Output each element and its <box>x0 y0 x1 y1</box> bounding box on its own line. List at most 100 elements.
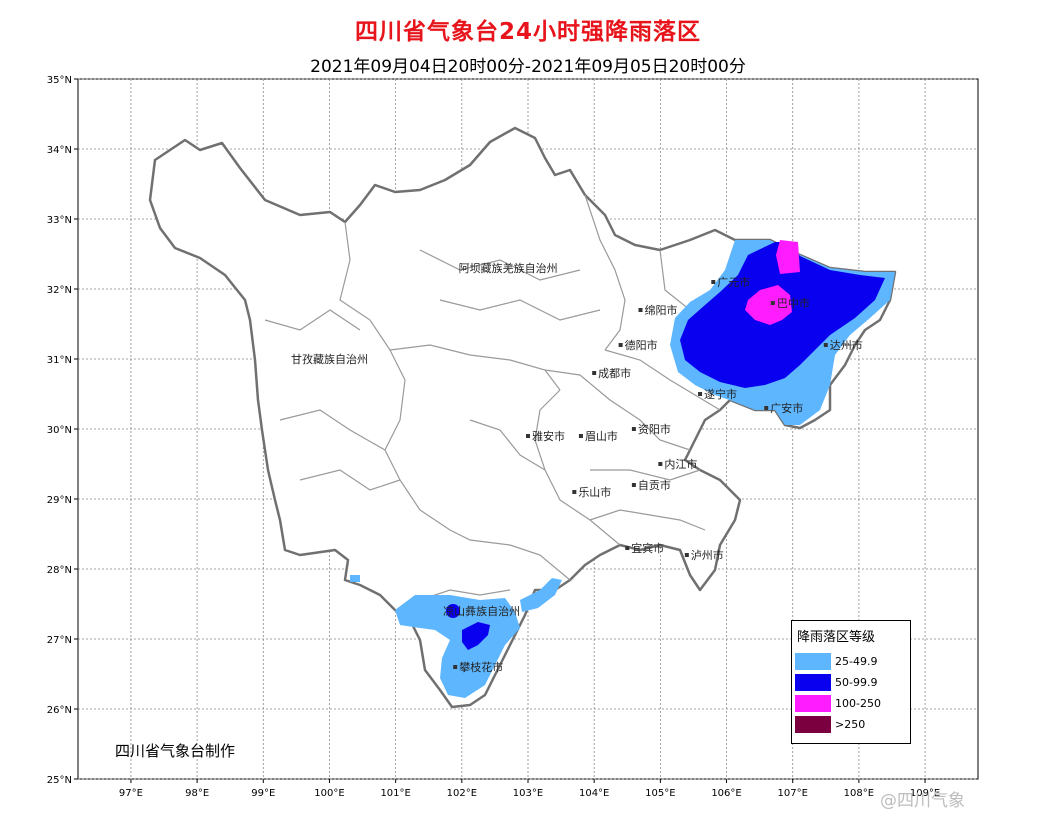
boundary-county-4 <box>439 299 601 321</box>
legend-swatch <box>795 653 831 670</box>
city-marker <box>631 483 636 487</box>
lon-tick-label: 101°E <box>380 788 410 799</box>
city-marker <box>638 308 643 312</box>
lon-tick-label: 105°E <box>645 788 675 799</box>
lon-tick-label: 99°E <box>251 788 275 799</box>
rain-area-25-49-9-small <box>350 575 360 582</box>
boundary-ganzi-aba <box>339 221 406 451</box>
boundary-basin-mid <box>604 349 721 411</box>
city-marker <box>711 280 716 284</box>
rain-area-100-250-northeast-a <box>776 240 800 274</box>
legend: 降雨落区等级 25-49.9 50-99.9 100-250 >250 <box>791 620 911 744</box>
place-label: 攀枝花市 <box>459 660 503 674</box>
place-label: 广安市 <box>770 401 803 415</box>
place-label: 眉山市 <box>585 429 618 443</box>
maker-credit: 四川省气象台制作 <box>115 742 236 760</box>
lon-tick-label: 109°E <box>910 788 940 799</box>
lat-tick-label: 26°N <box>47 705 72 716</box>
legend-item: 100-250 <box>792 693 910 714</box>
boundary-county-2 <box>279 409 386 451</box>
city-marker <box>618 343 623 347</box>
place-label: 凉山彝族自治州 <box>443 604 520 618</box>
legend-swatch <box>795 695 831 712</box>
lat-tick-label: 28°N <box>47 565 72 576</box>
place-label: 阿坝藏族羌族自治州 <box>459 261 558 275</box>
boundary-aba-south <box>389 344 561 391</box>
lon-tick-label: 104°E <box>579 788 609 799</box>
rain-area-100-250-northeast-b <box>745 285 792 325</box>
lat-tick-label: 25°N <box>47 775 72 786</box>
place-label: 甘孜藏族自治州 <box>291 352 368 366</box>
lat-tick-label: 35°N <box>47 75 72 86</box>
map-title: 四川省气象台24小时强降雨落区 <box>354 19 701 45</box>
boundary-yaan <box>469 419 546 471</box>
place-label: 巴中市 <box>777 296 810 310</box>
legend-item: 50-99.9 <box>792 672 910 693</box>
legend-label: >250 <box>835 718 866 731</box>
lon-tick-label: 102°E <box>447 788 477 799</box>
rain-area-50-99-9-southwest-b <box>462 622 490 650</box>
place-label: 达州市 <box>830 338 863 352</box>
place-label: 内江市 <box>664 457 697 471</box>
boundary-county-1 <box>264 309 361 331</box>
watermark: @四川气象 <box>880 791 965 811</box>
map-subtitle: 2021年09月04日20时00分-2021年09月05日20时00分 <box>310 57 746 77</box>
boundary-chengdu <box>544 369 691 451</box>
place-label: 遂宁市 <box>704 387 737 401</box>
legend-item: >250 <box>792 714 910 735</box>
lon-tick-label: 107°E <box>778 788 808 799</box>
lat-tick-label: 29°N <box>47 495 72 506</box>
lon-tick-label: 106°E <box>711 788 741 799</box>
lat-tick-label: 31°N <box>47 355 72 366</box>
legend-label: 50-99.9 <box>835 676 878 689</box>
place-label: 资阳市 <box>638 422 671 436</box>
place-label: 成都市 <box>598 366 631 380</box>
boundary-yibin <box>589 509 706 531</box>
city-marker <box>625 546 630 550</box>
legend-title: 降雨落区等级 <box>797 630 876 645</box>
place-label: 广元市 <box>717 275 750 289</box>
city-marker <box>631 427 636 431</box>
rain-area-25-49-9-southeast-strip <box>520 578 562 612</box>
lat-tick-label: 32°N <box>47 285 72 296</box>
place-label: 自贡市 <box>638 478 671 492</box>
place-label: 乐山市 <box>578 485 611 499</box>
city-marker <box>823 343 828 347</box>
lat-tick-label: 30°N <box>47 425 72 436</box>
place-label: 泸州市 <box>691 548 724 562</box>
legend-label: 100-250 <box>835 697 881 710</box>
city-marker <box>684 553 689 557</box>
place-label: 德阳市 <box>625 338 658 352</box>
city-marker <box>658 462 663 466</box>
city-marker <box>526 434 530 438</box>
city-marker <box>578 434 583 438</box>
legend-swatch <box>795 716 831 733</box>
boundary-county-3 <box>419 249 581 281</box>
rain-area-50-99-9-southwest-a <box>446 604 460 618</box>
lon-tick-label: 97°E <box>119 788 143 799</box>
city-marker <box>572 490 577 494</box>
city-marker <box>770 301 775 305</box>
city-marker <box>698 392 703 396</box>
rain-area-25-49-9-southwest <box>395 595 520 698</box>
lat-tick-label: 27°N <box>47 635 72 646</box>
city-marker <box>764 406 769 410</box>
city-marker <box>453 665 458 669</box>
legend-label: 25-49.9 <box>835 655 878 668</box>
place-label: 雅安市 <box>532 429 565 443</box>
province-outline <box>148 126 897 709</box>
lon-tick-label: 103°E <box>513 788 543 799</box>
city-marker <box>592 371 597 375</box>
boundary-county-5 <box>299 469 401 491</box>
lat-tick-label: 33°N <box>47 215 72 226</box>
lon-tick-label: 100°E <box>314 788 344 799</box>
boundary-zigong <box>590 469 701 481</box>
lon-tick-label: 108°E <box>844 788 874 799</box>
place-label: 宜宾市 <box>631 541 664 555</box>
boundary-ganzi-liangshan <box>384 449 571 581</box>
lon-tick-label: 98°E <box>185 788 209 799</box>
lat-tick-label: 34°N <box>47 145 72 156</box>
place-label: 绵阳市 <box>645 303 678 317</box>
boundary-aba-east <box>584 194 626 351</box>
